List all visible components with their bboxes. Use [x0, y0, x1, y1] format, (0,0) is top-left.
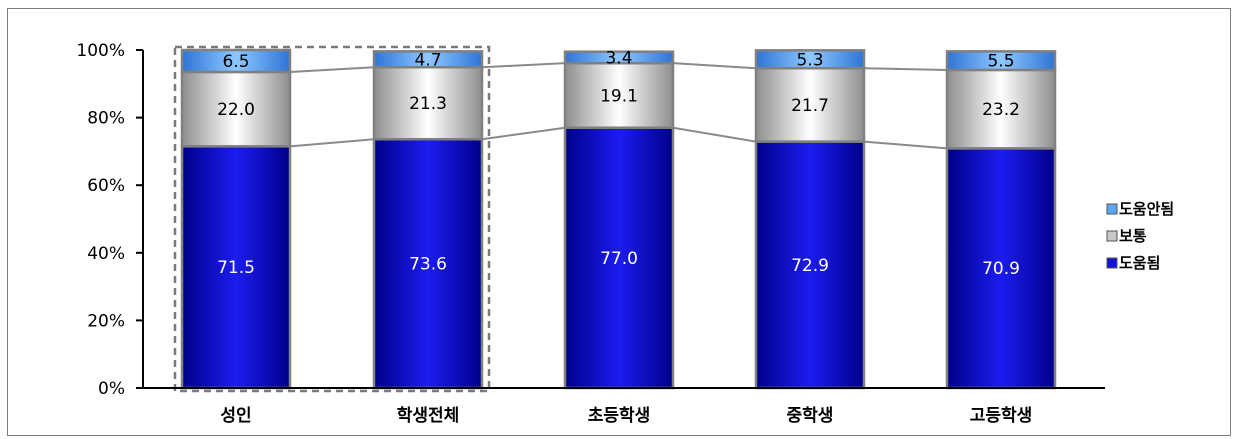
- data-label-2-5: 23.2: [982, 100, 1020, 120]
- y-tick-label-4: 60%: [87, 176, 125, 196]
- highlight-box: [173, 45, 491, 393]
- x-tick-label-3: 초등학생: [588, 406, 651, 426]
- series-line-4-2: [863, 67, 948, 71]
- axes-group: 0% 20% 40% 60% 80% 100% 성인 학생전체 초등학생 중학생 고등학생: [76, 41, 1105, 426]
- series-line-3-2: [672, 62, 757, 70]
- x-tick-label-4: 중학생: [787, 406, 834, 426]
- bar-segment-3-5: [945, 50, 1057, 72]
- data-label-2-3: 19.1: [600, 86, 638, 106]
- bar-segment-3-2: [372, 50, 484, 69]
- bar-segment-2-5: [945, 68, 1057, 150]
- data-label-2-1: 22.0: [217, 100, 255, 120]
- data-label-3-4: 5.3: [796, 50, 823, 70]
- series-line-2-2: [481, 62, 566, 69]
- bar-segment-3-4: [754, 49, 866, 70]
- data-label-1-1: 71.5: [217, 258, 255, 278]
- y-tick-label-3: 40%: [87, 244, 125, 264]
- chart-frame: [7, 8, 1231, 436]
- y-tick-label-2: 20%: [87, 311, 125, 331]
- series-line-3-1: [672, 126, 757, 143]
- data-label-1-2: 73.6: [409, 255, 447, 275]
- data-label-3-2: 4.7: [414, 50, 441, 70]
- data-label-1-3: 77.0: [600, 249, 638, 269]
- series-line-1-2: [289, 66, 375, 73]
- data-labels-group: 71.5 22.0 6.5 73.6 21.3 4.7 77.0 19.1 3.4 72.9 21.…: [217, 48, 1020, 279]
- bar-segment-2-2: [372, 65, 484, 141]
- data-label-1-4: 72.9: [791, 256, 829, 276]
- data-label-3-3: 3.4: [605, 48, 632, 68]
- x-tick-label-1: 성인: [220, 406, 251, 426]
- legend-swatch-2: [1106, 230, 1118, 242]
- bars-group: [173, 45, 1057, 393]
- y-tick-label-6: 100%: [76, 41, 125, 61]
- bar-segment-3-3: [563, 50, 675, 65]
- legend-swatch-1: [1106, 203, 1118, 215]
- bar-segment-1-5: [945, 147, 1057, 390]
- data-label-3-1: 6.5: [222, 52, 249, 72]
- x-tick-label-5: 고등학생: [970, 406, 1033, 426]
- data-label-2-4: 21.7: [791, 96, 829, 116]
- series-line-4-1: [863, 140, 948, 150]
- x-tick-label-2: 학생전체: [397, 406, 460, 426]
- legend-swatch-3: [1106, 257, 1118, 269]
- legend-label-3: 도움됨: [1119, 254, 1160, 272]
- data-label-1-5: 70.9: [982, 259, 1020, 279]
- bar-segment-3-1: [180, 48, 292, 74]
- data-label-2-2: 21.3: [409, 94, 447, 114]
- y-tick-label-1: 0%: [98, 379, 125, 399]
- series-line-1-1: [289, 138, 375, 148]
- bar-segment-1-2: [372, 137, 484, 390]
- data-label-3-5: 5.5: [987, 52, 1014, 72]
- y-tick-label-5: 80%: [87, 109, 125, 129]
- legend-label-2: 보통: [1119, 227, 1147, 245]
- bar-segment-2-4: [754, 67, 866, 143]
- series-lines: [289, 62, 948, 150]
- series-line-2-1: [481, 126, 566, 141]
- legend-label-1: 도움안됨: [1119, 200, 1174, 218]
